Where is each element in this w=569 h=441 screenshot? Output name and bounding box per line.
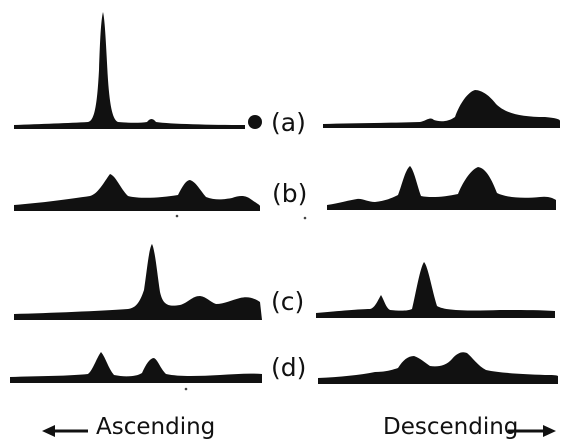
trace-b-ascending	[14, 174, 260, 211]
speck	[303, 216, 307, 220]
trace-a-descending	[323, 90, 560, 128]
descending-label: Descending	[383, 414, 519, 440]
trace-c-descending	[316, 262, 555, 318]
ascending-label: Ascending	[96, 414, 216, 440]
trace-b-descending	[327, 166, 556, 210]
panel-label-b: (b)	[272, 179, 308, 208]
panel-label-a: (a)	[271, 108, 306, 137]
arrow-left-icon	[42, 425, 88, 437]
trace-d-descending	[318, 352, 558, 384]
speck	[175, 214, 179, 218]
panel-label-c: (c)	[271, 287, 305, 316]
panel-label-d: (d)	[271, 353, 307, 382]
trace-a-marker	[248, 115, 262, 129]
speck	[184, 387, 188, 391]
trace-d-ascending	[10, 352, 262, 383]
arrow-right-icon	[508, 425, 556, 437]
trace-a-ascending	[14, 12, 245, 129]
trace-c-ascending	[14, 244, 262, 320]
